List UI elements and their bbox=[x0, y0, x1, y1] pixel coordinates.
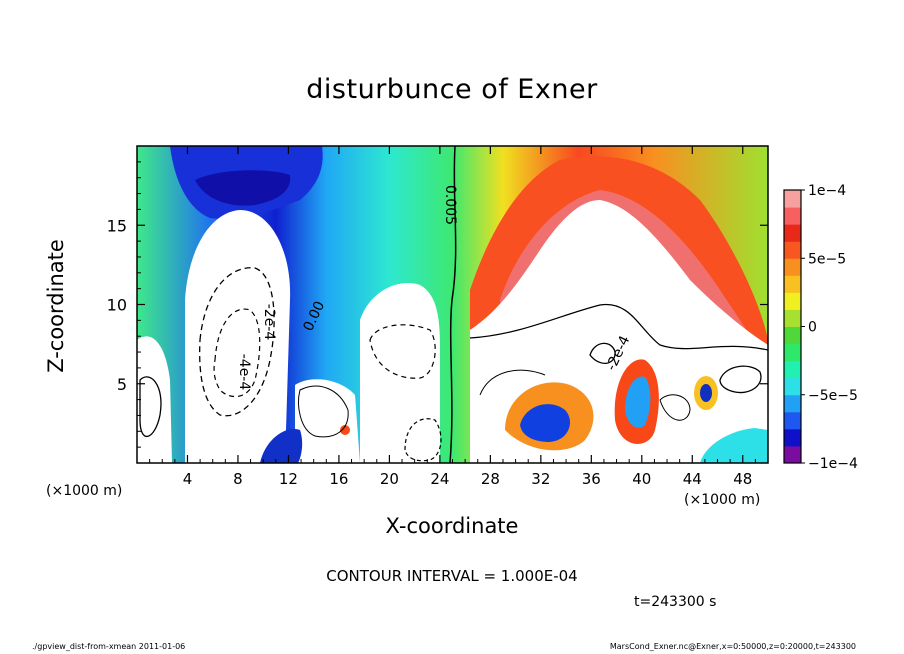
y-tick-label: 10 bbox=[107, 296, 127, 315]
colorbar-segment bbox=[784, 445, 801, 464]
contour-line-solid-2 bbox=[469, 303, 768, 351]
x-axis-ticks: 4 8 12 16 20 24 28 32 36 40 44 48 bbox=[149, 146, 756, 488]
x-tick-label: 4 bbox=[183, 470, 193, 488]
footer-right-text: MarsCond_Exner.nc@Exner,x=0:50000,z=0:20… bbox=[609, 642, 856, 651]
y-tick-label: 5 bbox=[117, 375, 127, 394]
contour-line-solid-8 bbox=[659, 394, 691, 421]
blob-2-core bbox=[625, 376, 651, 428]
colorbar-segment bbox=[784, 224, 801, 242]
footer-left-text: ./gpview_dist-from-xmean 2011-01-06 bbox=[32, 642, 186, 651]
time-label: t=243300 s bbox=[634, 594, 717, 610]
masked-region-bottom-left bbox=[137, 336, 172, 463]
colorbar-tick-label: 1e−4 bbox=[808, 183, 846, 199]
colorbar-tick-label: −1e−4 bbox=[808, 456, 858, 472]
blob-6 bbox=[340, 425, 350, 435]
masked-region-bottom-mid bbox=[295, 379, 360, 463]
contour-interval-label: CONTOUR INTERVAL = 1.000E-04 bbox=[326, 567, 578, 585]
colorbar-segment bbox=[784, 241, 801, 259]
contour-line-solid-3 bbox=[589, 342, 616, 364]
contour-label: -2e-4 bbox=[261, 304, 277, 341]
x-tick-label: 48 bbox=[733, 470, 752, 488]
colorbar-segment bbox=[784, 207, 801, 225]
blob-4 bbox=[700, 428, 768, 463]
negative-anomaly-core bbox=[195, 170, 291, 206]
colorbar-tick-label: 0 bbox=[808, 320, 817, 336]
blob-3-core bbox=[700, 384, 712, 402]
y-axis-ticks: 5 10 15 bbox=[107, 161, 768, 448]
contour-line-solid-4 bbox=[719, 365, 762, 394]
x-tick-label: 20 bbox=[380, 470, 399, 488]
colorbar-segment bbox=[784, 190, 801, 208]
contour-line-solid-7 bbox=[479, 369, 546, 396]
x-tick-label: 8 bbox=[233, 470, 243, 488]
x-tick-label: 44 bbox=[683, 470, 702, 488]
colorbar-segment bbox=[784, 343, 801, 362]
masked-region-middle bbox=[360, 283, 440, 463]
colorbar-segment bbox=[784, 428, 801, 447]
colorbar-segment bbox=[784, 258, 801, 276]
x-axis-label: X-coordinate bbox=[385, 514, 519, 538]
contour-line-dashed-4 bbox=[404, 418, 442, 462]
x-tick-label: 16 bbox=[329, 470, 348, 488]
contour-line-solid-1 bbox=[449, 146, 457, 463]
contour-label: 0.005 bbox=[442, 185, 458, 225]
colorbar-segment bbox=[784, 360, 801, 379]
y-tick-label: 15 bbox=[107, 216, 127, 235]
colorbar-tick-label: 5e−5 bbox=[808, 251, 846, 267]
contour-line-dashed-1 bbox=[199, 267, 275, 417]
blob-5 bbox=[260, 429, 303, 463]
x-tick-label: 40 bbox=[632, 470, 651, 488]
colorbar-segment bbox=[784, 326, 801, 345]
blob-1-core bbox=[520, 404, 570, 442]
x-tick-label: 32 bbox=[531, 470, 550, 488]
colorbar-segment bbox=[784, 394, 801, 413]
colorbar-segment bbox=[784, 292, 801, 310]
colorbar: 1e−4 5e−5 0 −5e−5 −1e−4 bbox=[783, 183, 858, 472]
colorbar-tick-label: −5e−5 bbox=[808, 388, 858, 404]
colorbar-segment bbox=[784, 377, 801, 396]
x-tick-label: 24 bbox=[430, 470, 449, 488]
x-tick-label: 12 bbox=[279, 470, 298, 488]
field-shading bbox=[137, 146, 768, 463]
x-unit-label-right: (×1000 m) bbox=[684, 492, 761, 508]
colorbar-segment bbox=[784, 309, 801, 327]
contour-line-dashed-3 bbox=[369, 324, 436, 379]
x-unit-label-left: (×1000 m) bbox=[46, 483, 123, 499]
colorbar-segment bbox=[784, 411, 801, 430]
contour-label: -4e-4 bbox=[236, 354, 252, 391]
contour-line-solid-6 bbox=[298, 385, 349, 438]
contour-line-solid-5 bbox=[139, 376, 162, 438]
colorbar-segment bbox=[784, 275, 801, 293]
x-tick-label: 36 bbox=[582, 470, 601, 488]
masked-region-left bbox=[185, 210, 291, 463]
x-tick-label: 28 bbox=[481, 470, 500, 488]
chart-title: disturbunce of Exner bbox=[306, 74, 598, 105]
